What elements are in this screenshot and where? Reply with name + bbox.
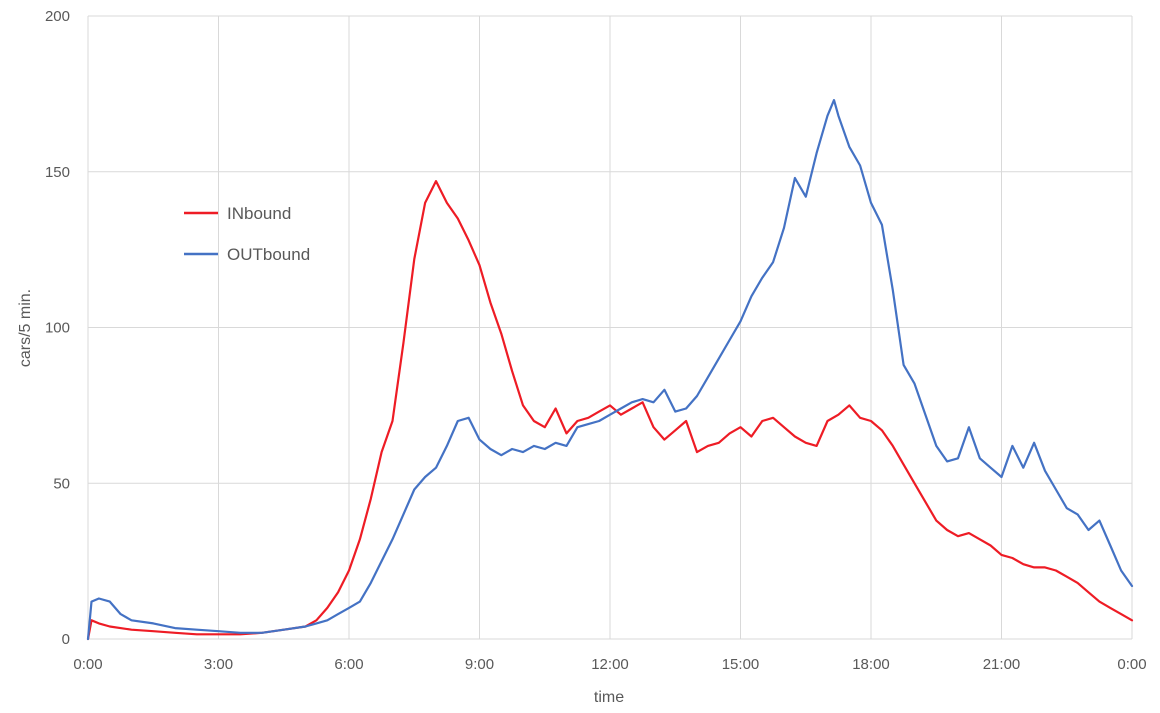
y-tick-label: 0 (62, 631, 70, 648)
y-tick-label: 200 (45, 8, 70, 25)
x-tick-label: 3:00 (204, 656, 233, 673)
series-line-inbound (86, 180, 1134, 641)
gridlines (87, 15, 1133, 640)
x-tick-label: 0:00 (73, 656, 102, 673)
y-tick-label: 50 (53, 475, 70, 492)
series-line-outbound (86, 99, 1134, 641)
x-tick-label: 21:00 (983, 656, 1021, 673)
x-axis-title: time (594, 689, 624, 706)
x-tick-label: 6:00 (334, 656, 363, 673)
x-tick-label: 0:00 (1117, 656, 1146, 673)
x-tick-label: 18:00 (852, 656, 890, 673)
x-tick-label: 9:00 (465, 656, 494, 673)
series-lines (86, 99, 1134, 641)
legend-label-inbound: INbound (227, 204, 291, 223)
y-axis-title: cars/5 min. (17, 289, 34, 367)
y-tick-label: 100 (45, 320, 70, 337)
x-axis-tick-labels: 0:00 3:00 6:00 9:00 12:00 15:00 18:00 21:00 0:00 (73, 656, 1146, 673)
x-tick-label: 15:00 (722, 656, 760, 673)
legend-label-outbound: OUTbound (227, 245, 310, 264)
y-axis-tick-labels: 0 50 100 150 200 (45, 8, 70, 648)
y-tick-label: 150 (45, 164, 70, 181)
x-tick-label: 12:00 (591, 656, 629, 673)
legend: INbound OUTbound (184, 204, 310, 264)
